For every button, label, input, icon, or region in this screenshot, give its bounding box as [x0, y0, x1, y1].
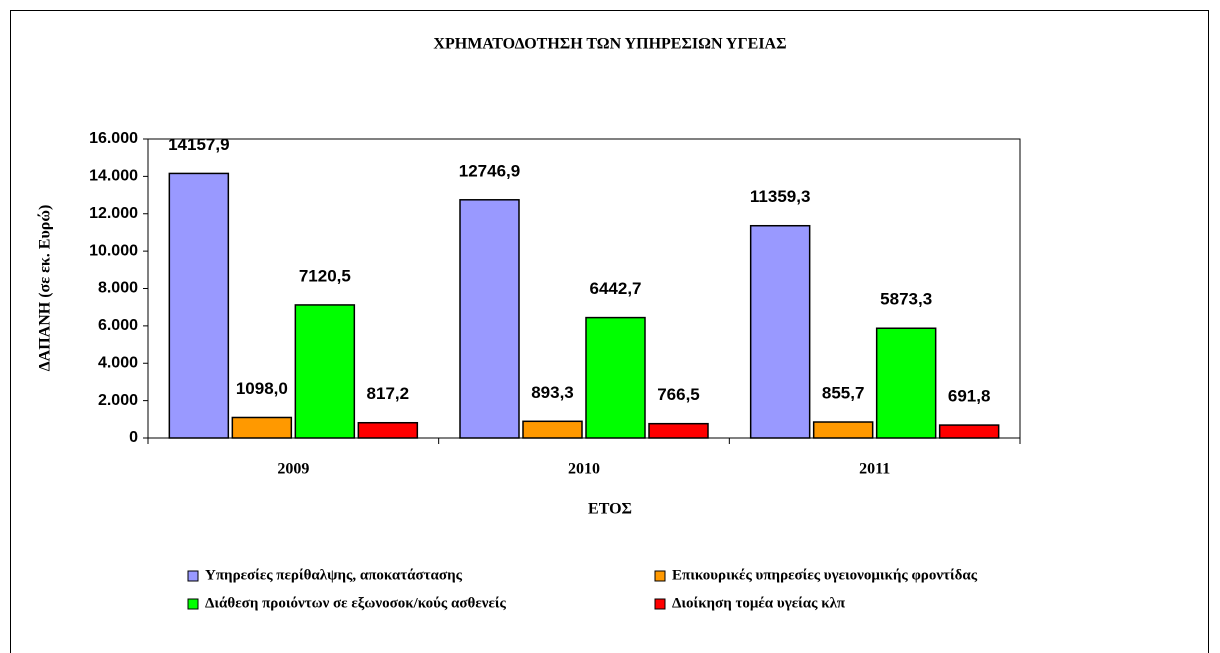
bar	[459, 199, 520, 439]
x-tick-label: 2010	[568, 461, 600, 478]
chart-border	[10, 10, 1209, 653]
x-tick-label: 2009	[277, 461, 309, 478]
data-label: 1098,0	[236, 379, 288, 398]
data-label: 766,5	[657, 385, 700, 404]
y-tick-label: 16.000	[89, 130, 138, 147]
data-label: 12746,9	[459, 161, 520, 180]
bar	[522, 420, 583, 439]
data-label: 855,7	[822, 383, 865, 402]
y-tick-label: 4.000	[98, 354, 138, 371]
data-label: 6442,7	[590, 279, 642, 298]
y-tick-label: 14.000	[89, 168, 138, 185]
data-label: 7120,5	[299, 266, 351, 285]
data-label: 691,8	[948, 387, 991, 406]
bar	[585, 316, 646, 439]
bar	[938, 424, 1000, 439]
legend-label: Επικουρικές υπηρεσίες υγειονομικής φροντ…	[672, 567, 978, 583]
y-tick-label: 12.000	[89, 205, 138, 222]
legend-label: Υπηρεσίες περίθαλψης, αποκατάστασης	[205, 567, 463, 583]
bar	[168, 172, 230, 439]
legend-label: Διοίκηση τομέα υγείας κλπ	[672, 595, 846, 611]
y-tick-label: 2.000	[98, 392, 138, 409]
bar	[294, 304, 356, 439]
data-label: 14157,9	[168, 135, 229, 154]
y-axis-label: ΔΑΠΑΝΗ (σε εκ. Ευρώ)	[37, 205, 54, 372]
x-tick-label: 2011	[859, 461, 890, 478]
data-label: 893,3	[531, 383, 574, 402]
bar	[812, 421, 874, 439]
bar	[749, 224, 811, 439]
bar	[875, 327, 937, 439]
y-tick-label: 10.000	[89, 242, 138, 259]
legend-swatch	[187, 598, 199, 610]
legend-swatch	[654, 598, 666, 610]
y-tick-label: 0	[129, 429, 138, 446]
bar	[231, 416, 293, 439]
data-label: 817,2	[367, 384, 410, 403]
x-axis-label: ΕΤΟΣ	[588, 501, 632, 518]
chart-title: ΧΡΗΜΑΤΟΔΟΤΗΣΗ ΤΩΝ ΥΠΗΡΕΣΙΩΝ ΥΓΕΙΑΣ	[433, 36, 786, 53]
data-label: 11359,3	[750, 187, 811, 206]
legend-swatch	[654, 570, 666, 582]
bar	[648, 422, 709, 439]
bar	[357, 421, 419, 439]
legend-label: Διάθεση προιόντων σε εξωνοσοκ/κούς ασθεν…	[205, 595, 507, 611]
data-label: 5873,3	[880, 290, 932, 309]
y-tick-label: 6.000	[98, 317, 138, 334]
legend-swatch	[187, 570, 199, 582]
y-tick-label: 8.000	[98, 280, 138, 297]
